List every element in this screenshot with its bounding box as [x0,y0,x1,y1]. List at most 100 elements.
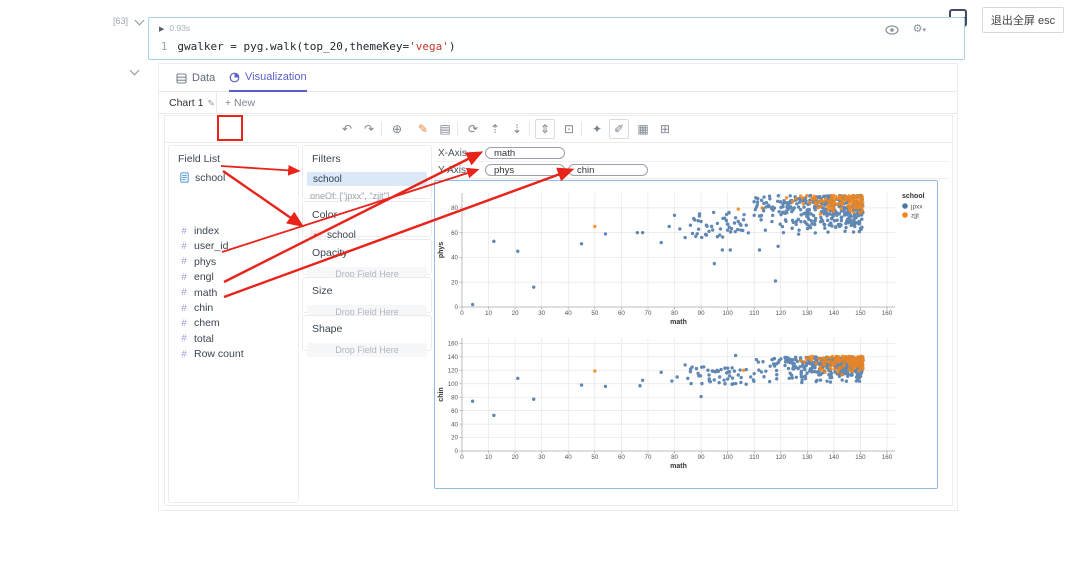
chart-tabs: Chart 1 ✎ + New [159,92,957,114]
svg-text:phys: phys [438,242,445,258]
svg-text:0: 0 [455,448,459,455]
new-chart-button[interactable]: + New [225,97,256,109]
field-item-chem[interactable]: # chem [181,317,220,330]
x-axis-pill-math[interactable]: math [485,147,565,159]
toolbar-separator [381,122,382,136]
svg-text:50: 50 [591,454,598,461]
undo-icon[interactable]: ↶ [341,122,353,136]
field-item-math[interactable]: # math [181,286,218,299]
chart-tab-current[interactable]: Chart 1 ✎ [159,92,217,114]
filters-card: Filters school oneOf: ["jpxx", "zjjt"] [302,145,432,201]
run-icon[interactable]: ▶ [159,26,165,33]
svg-text:90: 90 [698,310,705,317]
sort-ascending-icon[interactable]: ⇡ [489,122,501,136]
svg-text:zjjt: zjjt [911,213,919,220]
field-item-user_id[interactable]: # user_id [181,240,229,253]
data-table-icon [176,72,187,84]
tab-data[interactable]: Data [176,64,215,92]
export-code-icon[interactable]: ⊞ [659,122,671,136]
svg-text:50: 50 [591,310,598,317]
cell-selection-bar[interactable] [107,15,112,61]
code-cell[interactable]: ▶ 0.93s ⚙▾ 1 gwalker = pyg.walk(top_20,the… [148,17,965,60]
y-axis-row: Y-Axis phys chin [434,162,949,179]
size-card: Size Drop Field Here [302,277,432,319]
field-item-school[interactable]: school [169,170,298,185]
measure-field-icon: # [181,240,187,252]
field-item-chin[interactable]: # chin [181,302,214,315]
svg-text:40: 40 [451,421,458,428]
scatter-charts[interactable]: 0 10 20 30 40 50 60 70 80 90 100 110 120 130 140 150 160… [435,181,937,488]
mark-type-icon[interactable]: ✎ [417,122,429,136]
toolbar: ↶ ↷ ⊕ ✎ ▤ ⟳ ⇡ ⇣ ⇕ ⊡ ✦ ✐ ▦ ⊞ [165,116,952,143]
svg-text:20: 20 [451,279,458,286]
chart-legend: school jpxx zjjt [902,193,925,220]
svg-text:120: 120 [776,454,787,461]
filters-label: Filters [312,153,341,165]
series-zjjt [593,193,865,229]
size-label: Size [312,285,333,297]
painter-icon[interactable]: ✐ [609,119,629,139]
toolbar-separator [457,122,458,136]
toolbar-separator [581,122,582,136]
field-item-phys[interactable]: # phys [181,255,217,268]
hide-output-icon[interactable] [885,25,899,35]
measure-field-icon: # [181,348,187,360]
sort-descending-icon[interactable]: ⇣ [511,122,523,136]
svg-text:110: 110 [749,454,759,461]
svg-text:40: 40 [565,454,572,461]
output-cell-bar[interactable] [107,68,112,556]
svg-text:140: 140 [829,310,840,317]
svg-text:160: 160 [448,341,459,348]
aggregation-icon[interactable]: ⊕ [391,122,403,136]
shape-dropzone[interactable]: Drop Field Here [307,343,427,357]
series-zjjt [593,354,865,377]
svg-text:120: 120 [776,310,787,317]
rename-chart-icon[interactable]: ✎ [207,97,215,108]
y-axis-pill-phys[interactable]: phys [485,164,565,176]
svg-text:math: math [670,319,687,326]
export-image-icon[interactable]: ▦ [637,122,649,136]
svg-text:chin: chin [438,387,445,401]
collapse-output-icon[interactable] [129,65,140,76]
svg-text:20: 20 [451,435,458,442]
field-item-index[interactable]: # index [181,225,220,238]
svg-text:160: 160 [882,454,893,461]
field-item-row-count[interactable]: # Row count [181,348,244,361]
chart-canvas[interactable]: 0 10 20 30 40 50 60 70 80 90 100 110 120 130 140 150 160… [434,180,938,489]
svg-text:90: 90 [698,454,705,461]
scale-settings-icon[interactable]: ⊡ [563,122,575,136]
exit-fullscreen-button[interactable]: 退出全屏 esc [982,7,1064,33]
svg-text:100: 100 [722,310,733,317]
field-item-total[interactable]: # total [181,332,214,345]
svg-text:80: 80 [671,310,678,317]
y-axis-pill-chin[interactable]: chin [568,164,648,176]
stack-mode-icon[interactable]: ▤ [439,122,451,136]
svg-text:80: 80 [671,454,678,461]
svg-text:70: 70 [645,310,652,317]
field-list-panel: Field List school # index # user_id # phys # en… [168,145,299,503]
svg-text:0: 0 [455,304,459,311]
measure-field-icon: # [181,271,187,283]
collapse-cell-icon[interactable] [134,15,145,26]
limit-icon[interactable]: ✦ [591,122,603,136]
pygwalker-widget: Data Visualization Chart 1 ✎ + New ↶ ↷ ⊕ ✎ ▤… [158,63,958,511]
svg-text:0: 0 [460,454,464,461]
svg-text:80: 80 [451,394,458,401]
measure-field-icon: # [181,317,187,329]
redo-icon[interactable]: ↷ [363,122,375,136]
x-axis-label: X-Axis [438,148,467,159]
svg-text:160: 160 [882,310,893,317]
svg-text:40: 40 [565,310,572,317]
axes-resize-icon[interactable]: ⇕ [535,119,555,139]
field-item-engl[interactable]: # engl [181,271,214,284]
svg-text:30: 30 [538,310,545,317]
svg-text:10: 10 [485,454,492,461]
cell-settings-icon[interactable]: ⚙▾ [912,23,926,35]
svg-text:130: 130 [802,310,813,317]
tab-visualization[interactable]: Visualization [229,64,307,92]
svg-text:40: 40 [451,255,458,262]
filter-chip-school[interactable]: school [307,172,427,186]
transpose-icon[interactable]: ⟳ [467,122,479,136]
code-line[interactable]: 1 gwalker = pyg.walk(top_20,themeKey='veg… [161,40,456,53]
